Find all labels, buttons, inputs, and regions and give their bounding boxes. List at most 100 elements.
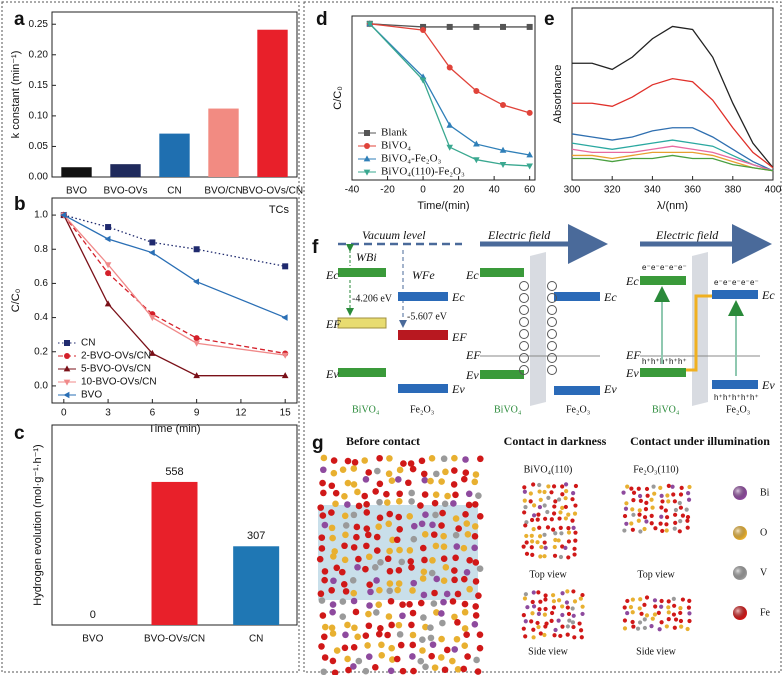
x-tick-label: 3 xyxy=(105,408,111,419)
atom xyxy=(417,599,425,607)
interface xyxy=(692,252,708,406)
atom xyxy=(409,587,416,594)
x-tick-label: 0 xyxy=(61,408,67,419)
atom xyxy=(342,588,350,595)
label: Ev xyxy=(325,367,339,381)
atom xyxy=(650,505,655,510)
electron: e⁻ xyxy=(750,278,759,287)
atom xyxy=(522,498,527,503)
atom xyxy=(460,475,468,483)
atom xyxy=(476,631,484,638)
atom xyxy=(428,455,436,462)
atom xyxy=(637,606,642,611)
field-label: Electric field xyxy=(655,228,719,242)
band xyxy=(338,268,386,277)
atom xyxy=(420,591,428,599)
atom xyxy=(638,498,643,503)
atom xyxy=(384,555,392,563)
atom xyxy=(629,486,634,491)
atom xyxy=(543,624,548,629)
hole: h⁺ xyxy=(741,393,750,402)
atom xyxy=(354,633,361,641)
atom xyxy=(328,509,335,516)
atom xyxy=(344,457,352,465)
atom xyxy=(454,619,461,626)
atom xyxy=(670,484,675,489)
atom xyxy=(637,493,643,499)
atom xyxy=(657,627,662,632)
atom xyxy=(524,540,529,545)
atom xyxy=(320,668,328,675)
marker xyxy=(526,109,533,116)
atom xyxy=(535,540,540,545)
atom xyxy=(433,575,441,583)
marker xyxy=(193,278,200,286)
atom xyxy=(650,616,655,621)
atom xyxy=(453,635,461,643)
atom xyxy=(631,512,636,517)
atom xyxy=(570,497,575,502)
band xyxy=(712,380,758,389)
atom xyxy=(328,524,336,532)
atom xyxy=(549,618,554,623)
atom xyxy=(465,501,473,509)
label: Fe₂O₃ xyxy=(566,404,590,415)
atom xyxy=(678,505,684,510)
atom xyxy=(466,557,473,564)
x-axis-label: λ/(nm) xyxy=(657,200,688,212)
x-tick-label: CN xyxy=(249,634,263,645)
band xyxy=(337,317,387,329)
atom xyxy=(529,619,534,624)
atom xyxy=(385,613,393,620)
atom xyxy=(649,497,654,502)
atom xyxy=(476,644,484,652)
x-tick-label: 0 xyxy=(420,185,426,196)
marker xyxy=(446,23,453,30)
atom xyxy=(672,499,677,504)
y-tick-label: 0.00 xyxy=(29,172,49,183)
atom xyxy=(364,531,372,539)
atom xyxy=(679,624,684,629)
view: Top view xyxy=(637,569,675,580)
atom xyxy=(631,490,637,495)
value-label: 307 xyxy=(247,530,265,542)
marker xyxy=(363,169,371,176)
series-line xyxy=(571,145,774,172)
atom xyxy=(537,534,543,539)
atom xyxy=(551,527,556,532)
atom xyxy=(341,542,348,550)
atom xyxy=(549,517,554,522)
atom xyxy=(409,631,417,639)
charge xyxy=(519,293,529,303)
atom xyxy=(363,500,370,508)
atom xyxy=(530,552,535,557)
atom xyxy=(329,601,337,608)
y-axis-label: Absorbance xyxy=(552,65,564,124)
legend-atom-shine xyxy=(733,526,747,540)
atom xyxy=(321,623,329,631)
hole: h⁺ xyxy=(642,357,651,366)
atom xyxy=(371,564,379,571)
atom xyxy=(638,597,643,602)
atom xyxy=(524,551,530,556)
atom xyxy=(344,655,351,663)
atom xyxy=(331,669,339,675)
atom xyxy=(395,621,403,629)
x-tick-label: BVO xyxy=(82,634,103,645)
charge xyxy=(519,329,529,339)
atom xyxy=(411,522,418,530)
atom xyxy=(552,553,558,558)
series-line xyxy=(572,154,774,172)
atom xyxy=(440,532,447,540)
atom xyxy=(678,606,683,611)
atom xyxy=(421,491,429,498)
legend-label: 10-BVO-OVs/CN xyxy=(81,377,157,388)
atom xyxy=(535,517,540,522)
x-tick-label: 9 xyxy=(194,408,200,419)
band xyxy=(398,292,448,301)
hole: h⁺ xyxy=(732,393,741,402)
atom xyxy=(659,620,664,625)
atom xyxy=(642,625,648,631)
atom xyxy=(328,624,336,632)
x-tick-label: BVO xyxy=(66,186,87,197)
